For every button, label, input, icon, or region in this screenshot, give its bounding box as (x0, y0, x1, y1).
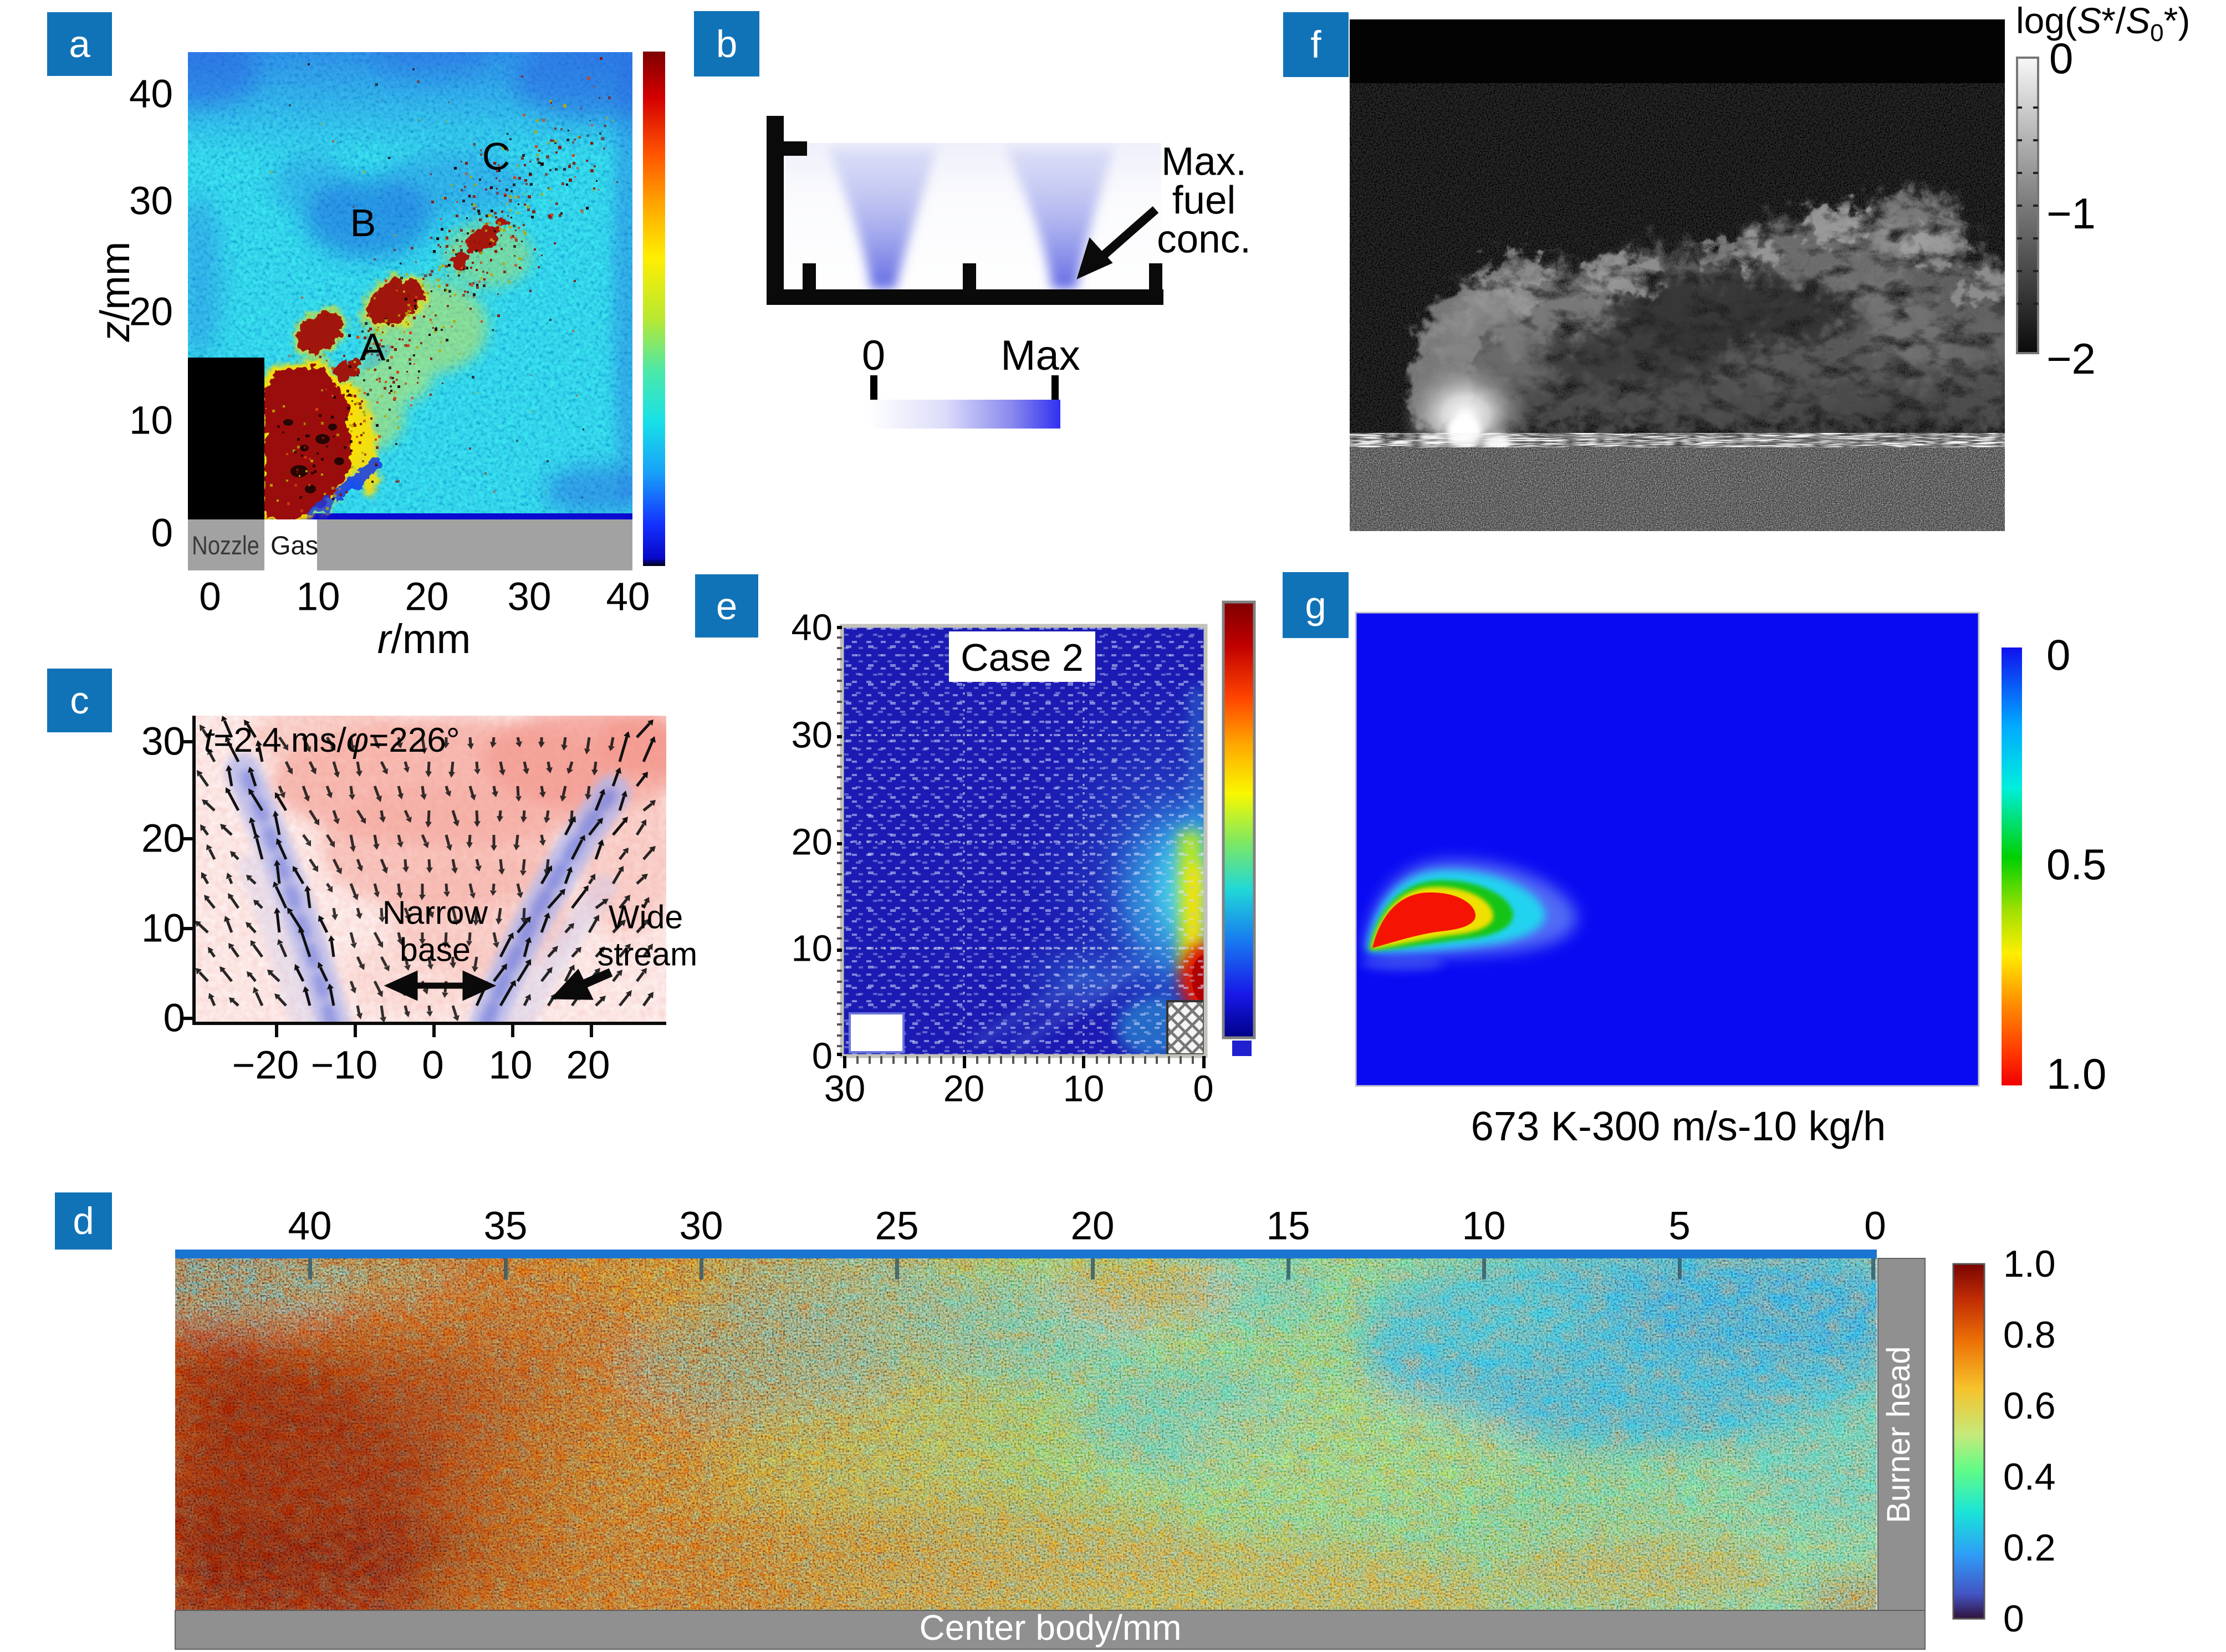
svg-text:C: C (482, 135, 510, 178)
svg-text:B: B (350, 201, 376, 244)
svg-text:Center body/mm: Center body/mm (919, 1608, 1181, 1648)
svg-text:Nozzle: Nozzle (192, 531, 259, 560)
svg-text:Burner head: Burner head (1881, 1346, 1917, 1523)
svg-text:Case 2: Case 2 (961, 636, 1084, 679)
svg-text:Gas: Gas (270, 531, 318, 560)
svg-text:A: A (360, 325, 386, 369)
